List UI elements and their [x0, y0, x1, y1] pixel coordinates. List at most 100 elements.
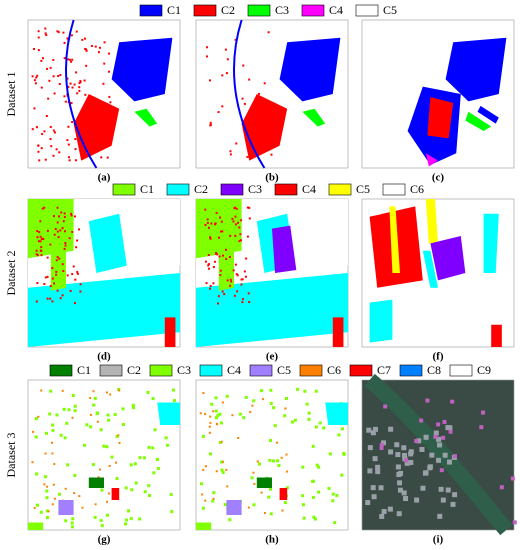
pixel: [74, 159, 77, 162]
pixel: [225, 394, 229, 398]
pixel: [53, 282, 56, 285]
pixel: [311, 495, 315, 499]
pixel: [85, 49, 88, 52]
pixel: [92, 114, 95, 117]
panel-label: (c): [432, 172, 445, 184]
pixel: [35, 249, 38, 252]
pixel: [209, 237, 212, 240]
pixel: [89, 396, 92, 399]
legend-swatch: [399, 364, 423, 377]
pixel: [450, 501, 456, 507]
pixel: [36, 230, 39, 233]
pixel: [40, 389, 43, 392]
pixel: [276, 108, 279, 111]
region: [196, 273, 348, 347]
pixel: [138, 456, 142, 460]
pixel: [224, 48, 227, 51]
pixel: [34, 417, 38, 421]
pixel: [234, 234, 237, 237]
pixel: [257, 462, 261, 466]
pixel: [375, 469, 381, 475]
pixel: [212, 491, 216, 495]
panel-label: (h): [265, 534, 279, 546]
legend-label: C2: [194, 182, 208, 196]
pixel: [31, 75, 34, 78]
pixel: [124, 518, 128, 522]
pixel: [44, 475, 48, 479]
pixel: [49, 243, 52, 246]
pixel: [241, 301, 244, 304]
pixel: [108, 464, 111, 467]
pixel: [218, 255, 221, 258]
pixel: [63, 57, 66, 60]
pixel: [147, 484, 151, 488]
pixel: [102, 123, 105, 126]
region: [164, 317, 176, 347]
pixel: [258, 92, 261, 95]
pixel: [84, 47, 87, 50]
pixel: [44, 452, 47, 455]
pixel: [69, 289, 72, 292]
pixel: [202, 392, 205, 395]
region: [28, 273, 180, 347]
pixel: [59, 229, 62, 232]
pixel: [395, 464, 401, 470]
pixel: [479, 425, 484, 430]
pixel: [114, 461, 117, 464]
region: [134, 108, 158, 127]
panel-label: (a): [98, 172, 111, 184]
pixel: [238, 240, 241, 243]
pixel: [442, 419, 447, 424]
pixel: [340, 427, 344, 431]
pixel: [99, 428, 103, 432]
pixel: [372, 456, 378, 462]
pixel: [40, 254, 43, 257]
pixel: [370, 430, 376, 436]
region: [256, 477, 272, 488]
pixel: [142, 456, 146, 460]
pixel: [269, 512, 273, 516]
row-label: Dataset 2: [4, 251, 18, 296]
pixel: [262, 121, 265, 124]
pixel: [302, 516, 306, 520]
pixel: [51, 423, 55, 427]
pixel: [170, 510, 174, 514]
pixel: [50, 145, 53, 148]
pixel: [66, 274, 69, 277]
pixel: [215, 211, 218, 214]
pixel: [220, 440, 223, 443]
pixel: [45, 489, 49, 493]
pixel: [156, 457, 160, 461]
panel: [361, 373, 517, 536]
pixel: [209, 123, 212, 126]
pixel: [99, 519, 103, 523]
pixel: [35, 253, 38, 256]
pixel: [48, 79, 51, 82]
legend-swatch: [112, 183, 136, 196]
legend-label: C3: [275, 3, 289, 17]
pixel: [446, 459, 452, 465]
pixel: [68, 58, 71, 61]
pixel: [67, 85, 70, 88]
pixel: [439, 468, 444, 473]
pixel: [59, 433, 63, 437]
pixel: [293, 418, 297, 422]
pixel: [209, 79, 212, 82]
pixel: [52, 58, 55, 61]
pixel: [113, 413, 117, 417]
pixel: [365, 500, 371, 506]
pixel: [234, 215, 237, 218]
pixel: [67, 156, 70, 159]
pixel: [273, 109, 276, 112]
panel: [27, 198, 181, 348]
pixel: [235, 142, 238, 145]
pixel: [241, 97, 244, 100]
pixel: [281, 509, 284, 512]
pixel: [105, 513, 109, 517]
pixel: [75, 71, 78, 74]
pixel: [35, 300, 38, 303]
pixel: [73, 473, 77, 477]
pixel: [219, 269, 222, 272]
region: [111, 37, 173, 102]
pixel: [267, 495, 271, 499]
